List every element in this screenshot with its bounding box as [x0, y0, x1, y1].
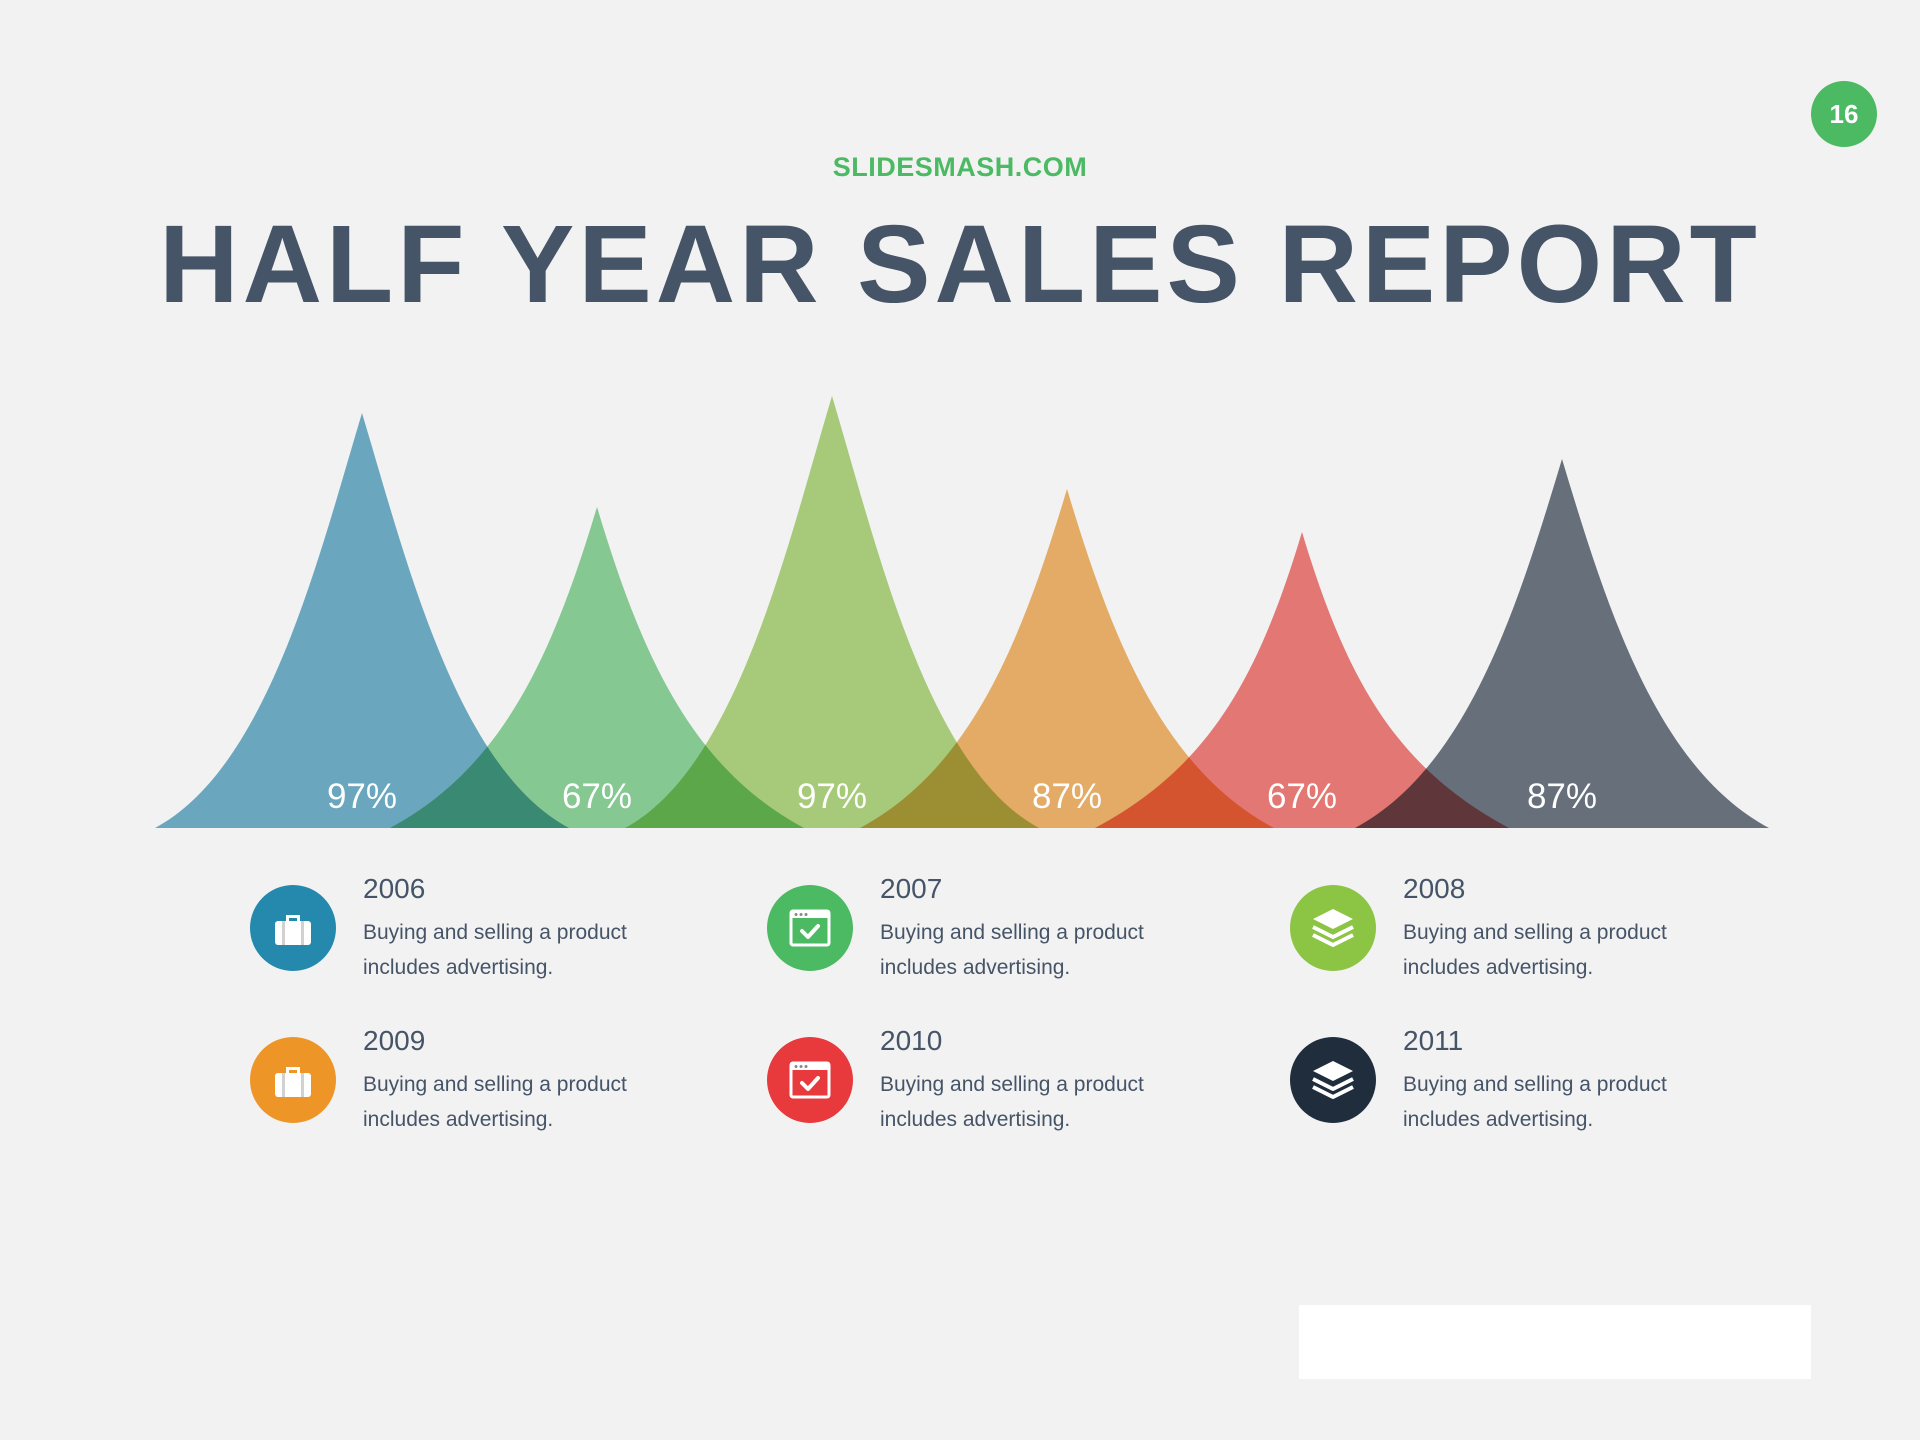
- legend-year: 2009: [363, 1025, 426, 1056]
- browser-check-icon: [767, 1037, 853, 1123]
- legend-description: Buying and selling a product includes ad…: [880, 921, 1144, 979]
- layers-icon: [1290, 1037, 1376, 1123]
- briefcase-icon: [250, 885, 336, 971]
- legend-year: 2007: [880, 873, 943, 904]
- peak-label-2008: 97%: [797, 777, 867, 816]
- blank-footer-box: [1299, 1305, 1811, 1379]
- legend-year: 2010: [880, 1025, 943, 1056]
- legend-description: Buying and selling a product includes ad…: [363, 1073, 627, 1131]
- peak-label-2009: 87%: [1032, 777, 1102, 816]
- legend-description: Buying and selling a product includes ad…: [1403, 921, 1667, 979]
- legend-item-2011: 2011 Buying and selling a product include…: [1290, 1025, 1690, 1145]
- legend-description: Buying and selling a product includes ad…: [363, 921, 627, 979]
- peak-2011: [1355, 459, 1769, 828]
- legend-item-2006: 2006 Buying and selling a product include…: [250, 873, 650, 993]
- legend-year: 2008: [1403, 873, 1466, 904]
- legend-item-2007: 2007 Buying and selling a product include…: [767, 873, 1167, 993]
- peak-label-2011: 87%: [1527, 777, 1597, 816]
- briefcase-icon: [250, 1037, 336, 1123]
- legend-description: Buying and selling a product includes ad…: [1403, 1073, 1667, 1131]
- browser-check-icon: [767, 885, 853, 971]
- layers-icon: [1290, 885, 1376, 971]
- peak-label-2006: 97%: [327, 777, 397, 816]
- peak-2007: [390, 507, 804, 828]
- legend-year: 2006: [363, 873, 426, 904]
- legend-description: Buying and selling a product includes ad…: [880, 1073, 1144, 1131]
- peak-2010: [1095, 532, 1509, 828]
- peak-2008: [625, 396, 1039, 828]
- peak-label-2007: 67%: [562, 777, 632, 816]
- legend-year: 2011: [1403, 1025, 1464, 1056]
- page-number: 16: [1829, 98, 1859, 129]
- peak-2009: [860, 489, 1274, 828]
- page-title: HALF YEAR SALES REPORT: [159, 203, 1761, 326]
- legend-item-2009: 2009 Buying and selling a product include…: [250, 1025, 650, 1145]
- legend-item-2010: 2010 Buying and selling a product include…: [767, 1025, 1167, 1145]
- peak-2006: [155, 413, 569, 828]
- peak-label-2010: 67%: [1267, 777, 1337, 816]
- brand-label: SLIDESMASH.COM: [832, 152, 1088, 182]
- legend-item-2008: 2008 Buying and selling a product include…: [1290, 873, 1690, 993]
- page-number-badge: 16: [1811, 81, 1877, 147]
